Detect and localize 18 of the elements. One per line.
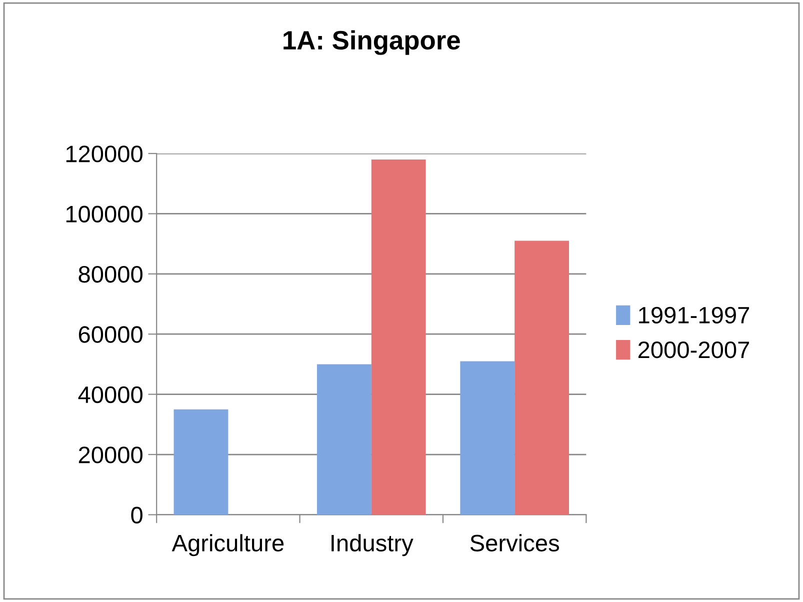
bar [174, 409, 228, 515]
y-tick-label: 100000 [66, 206, 142, 222]
y-tick-label: 0 [131, 506, 142, 524]
y-tick-label: 20000 [78, 446, 142, 464]
chart-title: 1A: Singapore [284, 30, 460, 55]
x-tick-label: Services [470, 534, 560, 552]
bar [371, 160, 426, 515]
legend-label: 2000-2007 [638, 341, 750, 358]
y-tick-label: 120000 [66, 146, 142, 162]
x-tick-label: Industry [332, 534, 414, 556]
bar [316, 364, 372, 515]
x-tick-label: Agriculture [172, 534, 284, 556]
y-tick-label: 40000 [78, 386, 142, 404]
y-tick-label: 80000 [78, 266, 142, 283]
y-tick-label: 60000 [78, 326, 142, 343]
bar [514, 240, 570, 515]
legend-label: 1991-1997 [639, 306, 750, 324]
bar [460, 361, 515, 515]
